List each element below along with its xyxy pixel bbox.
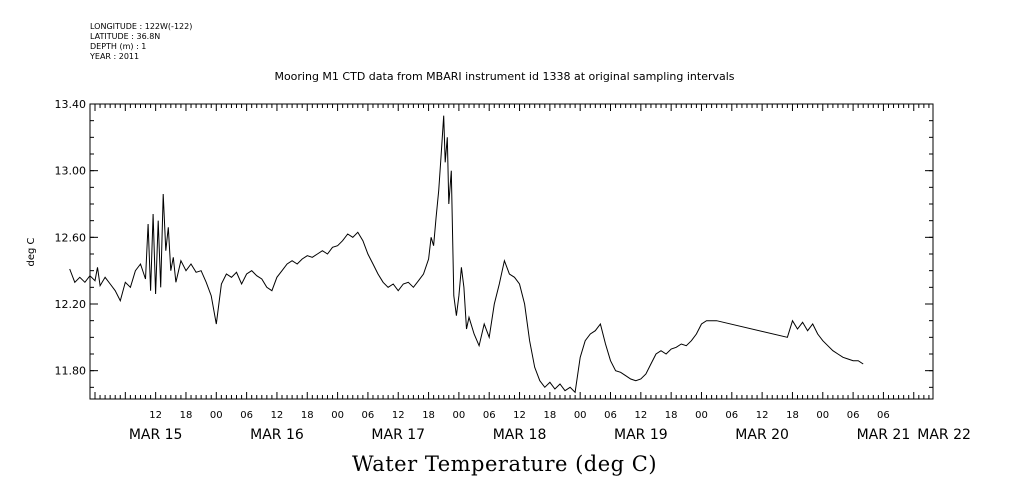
x-date-label: MAR 21 [857,427,911,443]
x-hour-label: 06 [725,410,738,421]
depth-text: DEPTH (m) : 1 [90,42,147,51]
x-date-label: MAR 22 [917,427,971,443]
year-text: YEAR : 2011 [90,52,140,61]
metadata-header: LONGITUDE : 122W(-122) LATITUDE : 36.8N … [90,22,192,62]
x-date-label: MAR 15 [129,427,183,443]
x-hour-label: 00 [210,410,223,421]
x-date-label: MAR 20 [735,427,789,443]
x-hour-label: 12 [513,410,526,421]
x-hour-label: 12 [392,410,405,421]
plot-frame [89,103,934,400]
latitude-text: LATITUDE : 36.8N [90,32,161,41]
x-date-label: MAR 17 [371,427,425,443]
y-tick-label: 12.20 [55,298,87,311]
y-tick-label: 11.80 [55,365,87,378]
chart-title: Mooring M1 CTD data from MBARI instrumen… [274,70,735,83]
x-hour-label: 18 [301,410,314,421]
x-hour-label: 00 [695,410,708,421]
x-hour-label: 12 [756,410,769,421]
x-hour-label: 06 [240,410,253,421]
x-hour-label: 00 [574,410,587,421]
x-hour-label: 06 [877,410,890,421]
x-hour-label: 06 [604,410,617,421]
x-date-label: MAR 16 [250,427,304,443]
x-hour-label: 00 [816,410,829,421]
y-tick-label: 12.60 [55,231,87,244]
x-date-label: MAR 18 [493,427,547,443]
x-axis-title: Water Temperature (deg C) [351,452,658,476]
x-hour-label: 12 [149,410,162,421]
x-hour-label: 06 [847,410,860,421]
longitude-text: LONGITUDE : 122W(-122) [90,22,193,31]
x-hour-label: 18 [422,410,435,421]
x-hour-label: 00 [453,410,466,421]
y-axis-label: deg C [26,237,37,266]
x-hour-label: 06 [362,410,375,421]
x-hour-label: 06 [483,410,496,421]
x-date-label: MAR 19 [614,427,668,443]
x-hour-label: 12 [271,410,284,421]
x-hour-label: 18 [665,410,678,421]
x-hour-label: 00 [331,410,344,421]
y-tick-label: 13.40 [55,98,87,111]
x-hour-label: 12 [634,410,647,421]
y-tick-label: 13.00 [55,165,87,178]
x-hour-label: 18 [786,410,799,421]
water-temperature-line [69,115,864,394]
y-axis: 13.40 13.00 12.60 12.20 11.80 [55,98,933,388]
x-axis: 12 18 00 06 12 18 00 06 12 18 00 06 12 18 00 06 12 18 00 06… [94,104,971,443]
x-hour-label: 18 [543,410,556,421]
x-hour-label: 18 [180,410,193,421]
